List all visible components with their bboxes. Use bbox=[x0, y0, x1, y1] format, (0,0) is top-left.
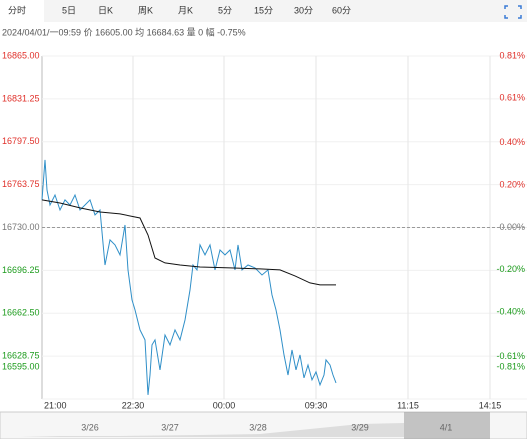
y2-tick-label: 0.81% bbox=[499, 50, 525, 60]
navigator-label: 4/1 bbox=[440, 422, 453, 432]
navigator-window[interactable] bbox=[404, 412, 490, 439]
y2-tick-label: 0.40% bbox=[499, 137, 525, 147]
y-tick-label: 16763.75 bbox=[2, 179, 40, 189]
y2-tick-label: -0.61% bbox=[496, 351, 525, 361]
navigator-area bbox=[20, 423, 404, 437]
tab[interactable]: 分时 bbox=[8, 4, 26, 15]
navigator-labels: 3/26 3/27 3/28 3/29 4/1 bbox=[81, 422, 452, 432]
y2-tick-label: 0.00% bbox=[499, 222, 525, 232]
info-line: 2024/04/01/一09:59 价 16605.00 均 16684.63 … bbox=[2, 26, 246, 37]
y2-tick-label: 0.61% bbox=[499, 93, 525, 103]
y-tick-label: 16730.00 bbox=[2, 222, 40, 232]
y2-tick-label: -0.40% bbox=[496, 307, 525, 317]
y2-tick-label: 0.20% bbox=[499, 180, 525, 190]
navigator-label: 3/27 bbox=[161, 422, 179, 432]
y-tick-label: 16595.00 bbox=[2, 361, 40, 371]
tabs: 分时 5日 日K 周K 月K 5分 15分 30分 60分 bbox=[8, 4, 351, 15]
x-tick-label: 14:15 bbox=[479, 400, 502, 410]
navigator-label: 3/29 bbox=[351, 422, 369, 432]
y2-tick-label: -0.20% bbox=[496, 264, 525, 274]
tab-bar bbox=[0, 0, 527, 22]
tab[interactable]: 15分 bbox=[254, 5, 273, 15]
y-tick-label: 16797.50 bbox=[2, 136, 40, 146]
y-tick-label: 16831.25 bbox=[2, 93, 40, 103]
navigator-label: 3/26 bbox=[81, 422, 99, 432]
y2-tick-label: -0.81% bbox=[496, 361, 525, 371]
y-tick-label: 16628.75 bbox=[2, 351, 40, 361]
x-tick-label: 09:30 bbox=[305, 400, 328, 410]
y-tick-label: 16662.50 bbox=[2, 308, 40, 318]
tab[interactable]: 周K bbox=[138, 5, 153, 15]
x-tick-label: 00:00 bbox=[213, 400, 236, 410]
tab[interactable]: 5日 bbox=[62, 5, 76, 15]
tab[interactable]: 月K bbox=[178, 5, 193, 15]
tab[interactable]: 30分 bbox=[294, 5, 313, 15]
tab[interactable]: 5分 bbox=[218, 5, 232, 15]
x-tick-label: 11:15 bbox=[397, 400, 419, 410]
x-tick-label: 21:00 bbox=[44, 400, 67, 410]
tab-active bbox=[0, 0, 44, 22]
series-line bbox=[41, 159, 337, 395]
x-tick-label: 22:30 bbox=[122, 400, 145, 410]
navigator-label: 3/28 bbox=[249, 422, 267, 432]
tab[interactable]: 日K bbox=[98, 5, 113, 15]
series-line bbox=[41, 199, 336, 286]
tab[interactable]: 60分 bbox=[332, 5, 351, 15]
y-tick-label: 16696.25 bbox=[2, 265, 40, 275]
y-tick-label: 16865.00 bbox=[2, 50, 40, 60]
fullscreen-icon[interactable] bbox=[504, 5, 522, 19]
